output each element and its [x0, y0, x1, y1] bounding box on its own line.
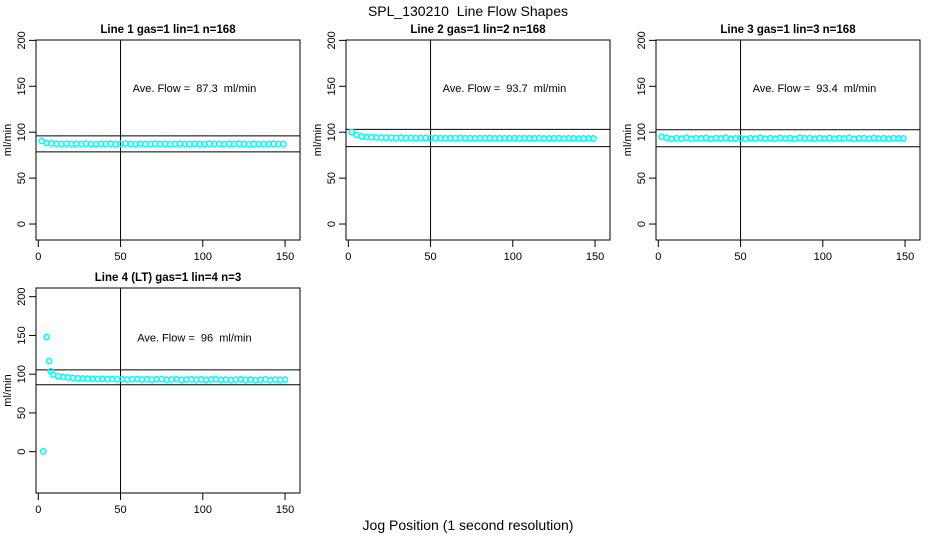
y-tick-label: 0: [16, 449, 28, 455]
x-tick-label: 50: [734, 251, 746, 263]
x-tick-label: 150: [896, 251, 914, 263]
data-point: [43, 333, 50, 341]
y-tick-label: 0: [16, 221, 28, 227]
x-tick-label: 100: [194, 251, 212, 263]
y-tick-label: 50: [16, 407, 28, 419]
y-tick-label: 200: [636, 31, 648, 49]
data-point: [39, 447, 47, 455]
data-points: [658, 133, 907, 143]
subplot-title: Line 4 (LT) gas=1 lin=4 n=3: [95, 272, 241, 284]
y-tick-label: 150: [16, 77, 28, 95]
ave-flow-annotation: Ave. Flow = 93.4 ml/min: [753, 83, 877, 95]
x-tick-label: 150: [586, 251, 604, 263]
y-tick-label: 50: [16, 172, 28, 184]
y-tick-label: 0: [636, 221, 648, 227]
x-tick-label: 0: [345, 251, 351, 263]
data-points: [348, 128, 597, 142]
y-axis-label: ml/min: [2, 374, 14, 406]
data-point: [348, 128, 355, 136]
y-tick-label: 200: [326, 31, 338, 49]
y-tick-label: 100: [16, 365, 28, 383]
x-tick-label: 50: [424, 251, 436, 263]
x-tick-label: 100: [194, 504, 212, 516]
y-tick-label: 200: [16, 288, 28, 306]
subplot-line-3: 0 50 100 150 0 50 100 150 200 ml/min Line 3 gas=1 …: [622, 24, 921, 263]
x-tick-label: 50: [114, 251, 126, 263]
y-tick-label: 150: [16, 326, 28, 344]
subplot-line-2: 0 50 100 150 0 50 100 150 200 ml/min Line 2 gas=1 …: [312, 24, 611, 263]
plot-box: [35, 39, 301, 241]
x-tick-label: 0: [655, 251, 661, 263]
y-tick-label: 200: [16, 31, 28, 49]
subplot-line-1: 0 50 100 150 0 50 100 150 200 ml/min Line 1 gas=1 …: [2, 24, 301, 263]
y-tick-label: 100: [636, 123, 648, 141]
figure-xlabel: Jog Position (1 second resolution): [362, 517, 574, 533]
y-axis-label: ml/min: [2, 124, 14, 156]
y-tick-label: 150: [326, 77, 338, 95]
figure-title: SPL_130210 Line Flow Shapes: [367, 3, 569, 19]
y-tick-label: 150: [636, 77, 648, 95]
x-tick-label: 100: [504, 251, 522, 263]
y-axis-label: ml/min: [312, 124, 324, 156]
ave-flow-annotation: Ave. Flow = 93.7 ml/min: [443, 83, 567, 95]
y-tick-label: 0: [326, 221, 338, 227]
data-point: [590, 134, 597, 142]
subplot-title: Line 3 gas=1 lin=3 n=168: [720, 24, 856, 36]
plot-box: [35, 287, 301, 494]
plot-box: [655, 39, 921, 241]
data-point: [900, 134, 907, 142]
y-tick-label: 100: [16, 123, 28, 141]
x-tick-label: 150: [276, 504, 294, 516]
y-tick-label: 100: [326, 123, 338, 141]
y-tick-label: 50: [636, 172, 648, 184]
x-tick-label: 0: [35, 251, 41, 263]
ave-flow-annotation: Ave. Flow = 96 ml/min: [137, 332, 251, 344]
data-point: [45, 357, 53, 365]
data-points: [38, 137, 287, 148]
subplot-title: Line 2 gas=1 lin=2 n=168: [410, 24, 546, 36]
x-tick-label: 100: [814, 251, 832, 263]
plot-box: [345, 39, 611, 241]
x-tick-label: 50: [114, 504, 126, 516]
y-tick-label: 50: [326, 172, 338, 184]
data-point: [281, 376, 289, 383]
ave-flow-annotation: Ave. Flow = 87.3 ml/min: [133, 83, 257, 95]
y-axis-label: ml/min: [622, 124, 634, 156]
x-tick-label: 0: [35, 504, 41, 516]
data-point: [279, 140, 287, 148]
data-points: [39, 333, 289, 455]
subplot-line-4: 0 50 100 150 0 50 100 150 200 ml/min Line 4 (LT) g…: [2, 272, 301, 516]
subplot-title: Line 1 gas=1 lin=1 n=168: [100, 24, 236, 36]
x-tick-label: 150: [276, 251, 294, 263]
